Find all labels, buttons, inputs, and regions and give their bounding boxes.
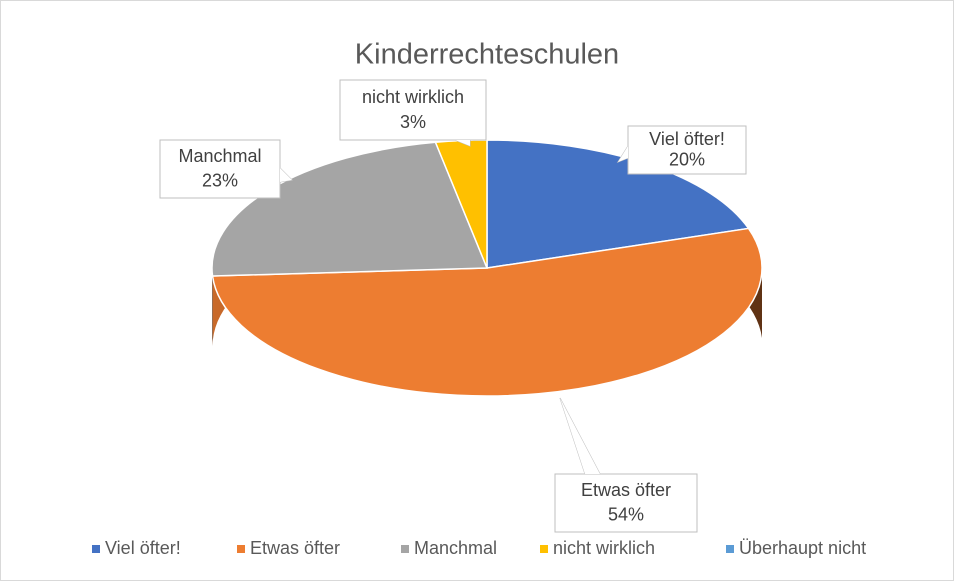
data-label-name: Manchmal [178, 146, 261, 166]
callout-box [280, 168, 292, 182]
chart-title: Kinderrechteschulen [355, 39, 619, 71]
legend-label: Manchmal [414, 538, 497, 558]
callout-box [627, 125, 747, 175]
data-label-name: nicht wirklich [362, 87, 464, 107]
pie [211, 139, 763, 397]
data-label-value: 20% [669, 149, 705, 169]
callout-box [339, 79, 487, 141]
legend-label: Viel öfter! [105, 538, 181, 558]
callout-box [455, 140, 470, 146]
callout-box [554, 473, 698, 533]
legend: Viel öfter! Etwas öfter Manchmal nicht wirk… [92, 538, 866, 558]
callout-box [159, 139, 281, 199]
legend-swatch [540, 545, 548, 553]
slice [211, 227, 763, 397]
data-label-name: Viel öfter! [649, 129, 725, 149]
data-label-value: 3% [400, 112, 426, 132]
legend-label: Etwas öfter [250, 538, 340, 558]
data-label-value: 23% [202, 171, 238, 191]
callout-box [560, 398, 600, 474]
legend-label: nicht wirklich [553, 538, 655, 558]
data-label-value: 54% [608, 505, 644, 525]
data-labels: Viel öfter!20% Etwas öfter 54% Manchmal 23% n… [159, 79, 747, 533]
legend-label: Überhaupt nicht [739, 538, 866, 558]
legend-swatch [401, 545, 409, 553]
legend-swatch [726, 545, 734, 553]
legend-swatch [92, 545, 100, 553]
callout-box [618, 146, 628, 162]
data-label-name: Etwas öfter [581, 480, 671, 500]
legend-swatch [237, 545, 245, 553]
slice-side [212, 268, 213, 347]
